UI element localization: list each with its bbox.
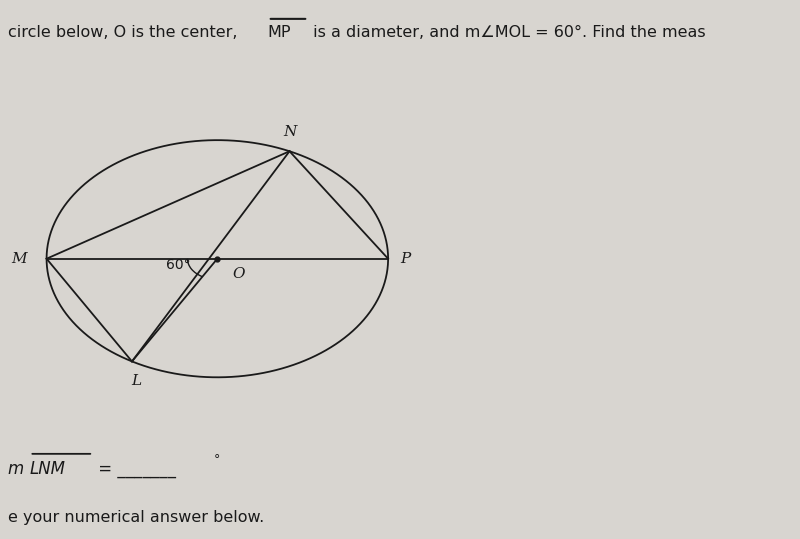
Text: P: P — [400, 252, 410, 266]
Text: 60°: 60° — [166, 259, 190, 272]
Text: e your numerical answer below.: e your numerical answer below. — [8, 510, 264, 525]
Text: = _______: = _______ — [93, 460, 176, 478]
Text: N: N — [283, 125, 296, 139]
Text: O: O — [233, 267, 246, 281]
Text: L: L — [130, 374, 141, 388]
Text: is a diameter, and m∠MOL = 60°. Find the meas: is a diameter, and m∠MOL = 60°. Find the… — [308, 25, 706, 40]
Text: M: M — [11, 252, 27, 266]
Text: LNM: LNM — [30, 460, 66, 478]
Text: °: ° — [214, 453, 220, 466]
Text: MP: MP — [268, 25, 291, 40]
Text: circle below, O is the center,: circle below, O is the center, — [8, 25, 242, 40]
Text: m: m — [8, 460, 24, 478]
